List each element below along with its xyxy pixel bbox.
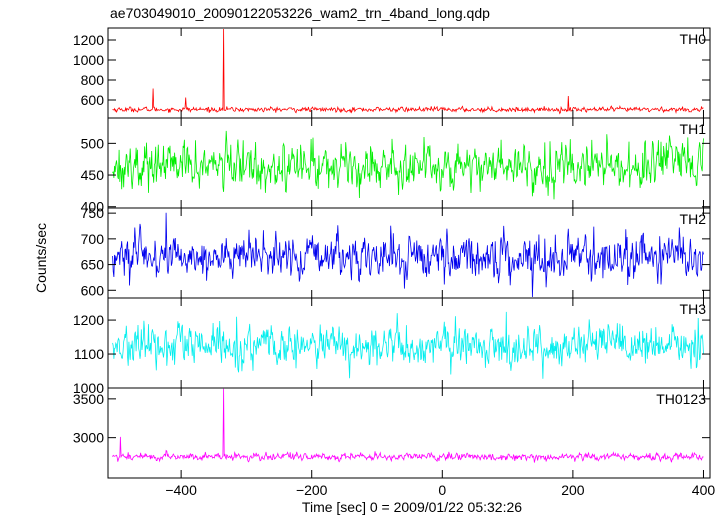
y-tick-label: 600 bbox=[81, 92, 105, 108]
series-line-th0 bbox=[112, 28, 704, 115]
x-axis-label: Time [sec] 0 = 2009/01/22 05:32:26 bbox=[302, 499, 522, 515]
y-tick-label: 700 bbox=[81, 231, 105, 247]
panel-th1: 400 450 500 TH1 bbox=[81, 117, 711, 215]
chart-title: ae703049010_20090122053226_wam2_trn_4ban… bbox=[110, 5, 490, 21]
panel-label: TH1 bbox=[680, 121, 707, 137]
panel-th0123: 3000 3500 TH0123 bbox=[73, 387, 711, 479]
y-tick-label: 600 bbox=[81, 282, 105, 298]
x-tick-label: 200 bbox=[561, 482, 585, 498]
panels-group: 600 800 1000 1200 TH0 400 450 500 TH1 600 650 700 75… bbox=[73, 27, 716, 498]
panel-th2: 600 650 700 750 TH2 bbox=[81, 205, 711, 299]
x-tick-label: −200 bbox=[296, 482, 328, 498]
x-tick-label: −400 bbox=[165, 482, 197, 498]
panel-label: TH0 bbox=[680, 31, 707, 47]
y-tick-label: 3500 bbox=[73, 391, 104, 407]
series-line-th3 bbox=[112, 311, 704, 379]
panel-frame bbox=[107, 117, 711, 209]
x-tick-label: 0 bbox=[438, 482, 446, 498]
panel-label: TH0123 bbox=[656, 391, 706, 407]
y-tick-label: 750 bbox=[81, 205, 105, 221]
y-tick-label: 450 bbox=[81, 167, 105, 183]
y-tick-label: 1000 bbox=[73, 380, 104, 396]
y-tick-label: 400 bbox=[81, 199, 105, 215]
panel-th0: 600 800 1000 1200 TH0 bbox=[73, 27, 711, 119]
panel-frame bbox=[107, 387, 711, 479]
y-tick-label: 650 bbox=[81, 257, 105, 273]
x-tick-label: 400 bbox=[692, 482, 716, 498]
y-axis-label: Counts/sec bbox=[33, 223, 49, 293]
y-tick-label: 1000 bbox=[73, 52, 104, 68]
y-tick-label: 800 bbox=[81, 72, 105, 88]
series-line-th1 bbox=[112, 130, 704, 200]
y-tick-label: 3000 bbox=[73, 430, 104, 446]
series-line-th2 bbox=[112, 212, 704, 298]
panel-frame bbox=[107, 27, 711, 119]
y-tick-label: 1100 bbox=[74, 346, 104, 362]
panel-th3: 1000 1100 1200 TH3 bbox=[73, 297, 711, 396]
panel-label: TH3 bbox=[680, 301, 707, 317]
y-tick-label: 500 bbox=[81, 135, 105, 151]
panel-label: TH2 bbox=[680, 211, 707, 227]
series-line-th0123 bbox=[112, 388, 704, 463]
y-tick-label: 1200 bbox=[73, 32, 104, 48]
y-tick-label: 1200 bbox=[73, 312, 104, 328]
